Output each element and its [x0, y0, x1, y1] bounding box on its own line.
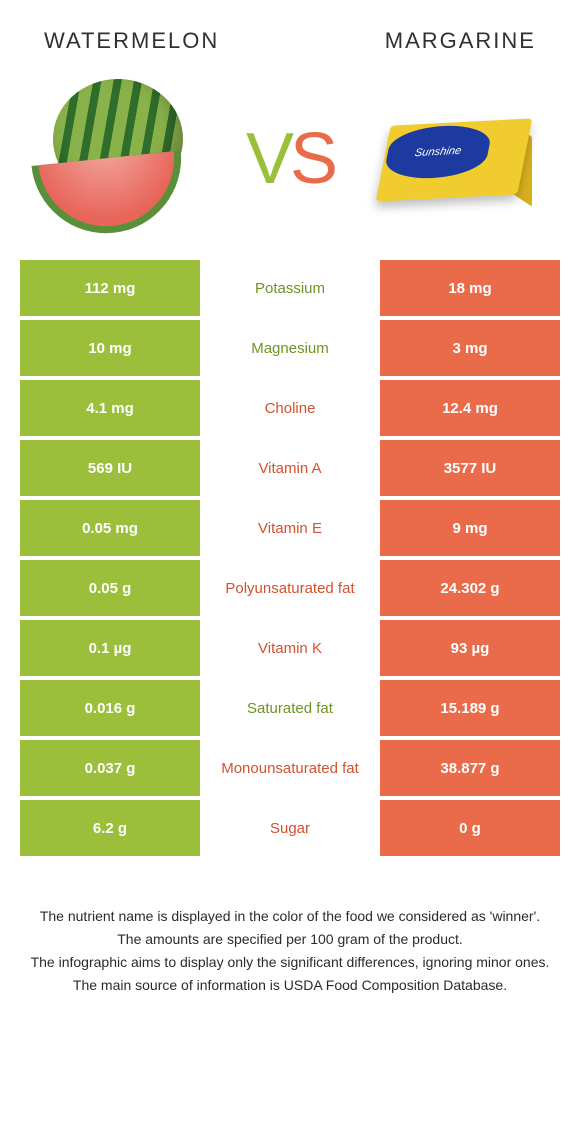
- footnote-line: The infographic aims to display only the…: [28, 952, 552, 973]
- value-b: 93 µg: [380, 620, 560, 676]
- nutrient-name: Vitamin E: [200, 520, 380, 537]
- value-b: 18 mg: [380, 260, 560, 316]
- footnote-line: The main source of information is USDA F…: [28, 975, 552, 996]
- nutrient-row: 10 mgMagnesium3 mg: [20, 320, 560, 376]
- nutrient-row: 0.1 µgVitamin K93 µg: [20, 620, 560, 676]
- value-b: 9 mg: [380, 500, 560, 556]
- nutrient-row: 569 IUVitamin A3577 IU: [20, 440, 560, 496]
- nutrient-row: 0.05 gPolyunsaturated fat24.302 g: [20, 560, 560, 616]
- vs-label: VS: [246, 123, 334, 195]
- nutrient-name: Vitamin A: [200, 460, 380, 477]
- titles-row: WATERMELON MARGARINE: [20, 28, 560, 64]
- value-a: 0.1 µg: [20, 620, 200, 676]
- footnotes: The nutrient name is displayed in the co…: [20, 906, 560, 996]
- nutrient-name: Monounsaturated fat: [200, 760, 380, 777]
- nutrient-row: 0.037 gMonounsaturated fat38.877 g: [20, 740, 560, 796]
- nutrient-row: 0.016 gSaturated fat15.189 g: [20, 680, 560, 736]
- value-a: 112 mg: [20, 260, 200, 316]
- value-a: 0.037 g: [20, 740, 200, 796]
- value-b: 0 g: [380, 800, 560, 856]
- value-a: 0.05 g: [20, 560, 200, 616]
- nutrient-name: Sugar: [200, 820, 380, 837]
- value-a: 4.1 mg: [20, 380, 200, 436]
- margarine-icon: Sunshine: [370, 104, 540, 214]
- value-b: 3 mg: [380, 320, 560, 376]
- footnote-line: The nutrient name is displayed in the co…: [28, 906, 552, 927]
- nutrient-row: 4.1 mgCholine12.4 mg: [20, 380, 560, 436]
- value-b: 3577 IU: [380, 440, 560, 496]
- nutrient-row: 112 mgPotassium18 mg: [20, 260, 560, 316]
- food-b-title: MARGARINE: [385, 28, 536, 54]
- nutrient-name: Potassium: [200, 280, 380, 297]
- value-a: 6.2 g: [20, 800, 200, 856]
- watermelon-icon: [35, 79, 215, 239]
- value-b: 38.877 g: [380, 740, 560, 796]
- value-b: 24.302 g: [380, 560, 560, 616]
- value-a: 0.016 g: [20, 680, 200, 736]
- nutrient-name: Choline: [200, 400, 380, 417]
- value-a: 10 mg: [20, 320, 200, 376]
- value-b: 12.4 mg: [380, 380, 560, 436]
- nutrient-row: 0.05 mgVitamin E9 mg: [20, 500, 560, 556]
- hero-row: VS Sunshine: [20, 64, 560, 254]
- food-a-title: WATERMELON: [44, 28, 219, 54]
- value-a: 0.05 mg: [20, 500, 200, 556]
- food-a-image: [30, 74, 220, 244]
- nutrient-name: Saturated fat: [200, 700, 380, 717]
- food-b-image: Sunshine: [360, 74, 550, 244]
- nutrient-name: Magnesium: [200, 340, 380, 357]
- nutrient-name: Vitamin K: [200, 640, 380, 657]
- value-b: 15.189 g: [380, 680, 560, 736]
- nutrient-table: 112 mgPotassium18 mg10 mgMagnesium3 mg4.…: [20, 260, 560, 856]
- value-a: 569 IU: [20, 440, 200, 496]
- nutrient-name: Polyunsaturated fat: [200, 580, 380, 597]
- footnote-line: The amounts are specified per 100 gram o…: [28, 929, 552, 950]
- nutrient-row: 6.2 gSugar0 g: [20, 800, 560, 856]
